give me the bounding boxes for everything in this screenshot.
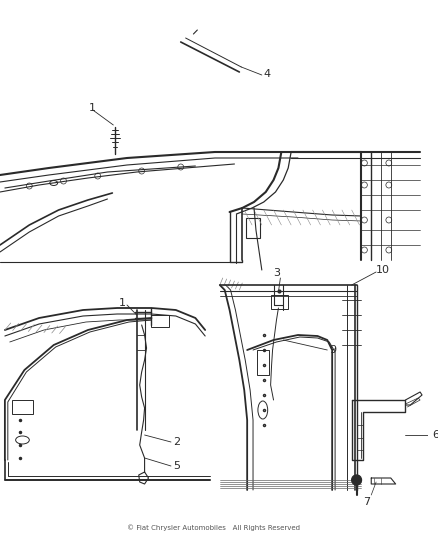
Text: 2: 2 [173,437,180,447]
Text: 1: 1 [89,103,96,113]
Text: 7: 7 [363,497,370,507]
Text: 9: 9 [329,345,337,355]
Text: 1: 1 [119,298,126,308]
Bar [12,400,33,414]
Bar [152,315,169,327]
Text: 10: 10 [376,265,390,275]
Text: 3: 3 [273,268,280,278]
Text: 5: 5 [173,461,180,471]
Text: © Fiat Chrysler Automobiles   All Rights Reserved: © Fiat Chrysler Automobiles All Rights R… [127,524,300,531]
Bar [271,295,288,309]
Text: 6: 6 [432,430,438,440]
Circle shape [352,475,361,485]
Bar [257,350,268,375]
Text: 4: 4 [264,69,271,79]
